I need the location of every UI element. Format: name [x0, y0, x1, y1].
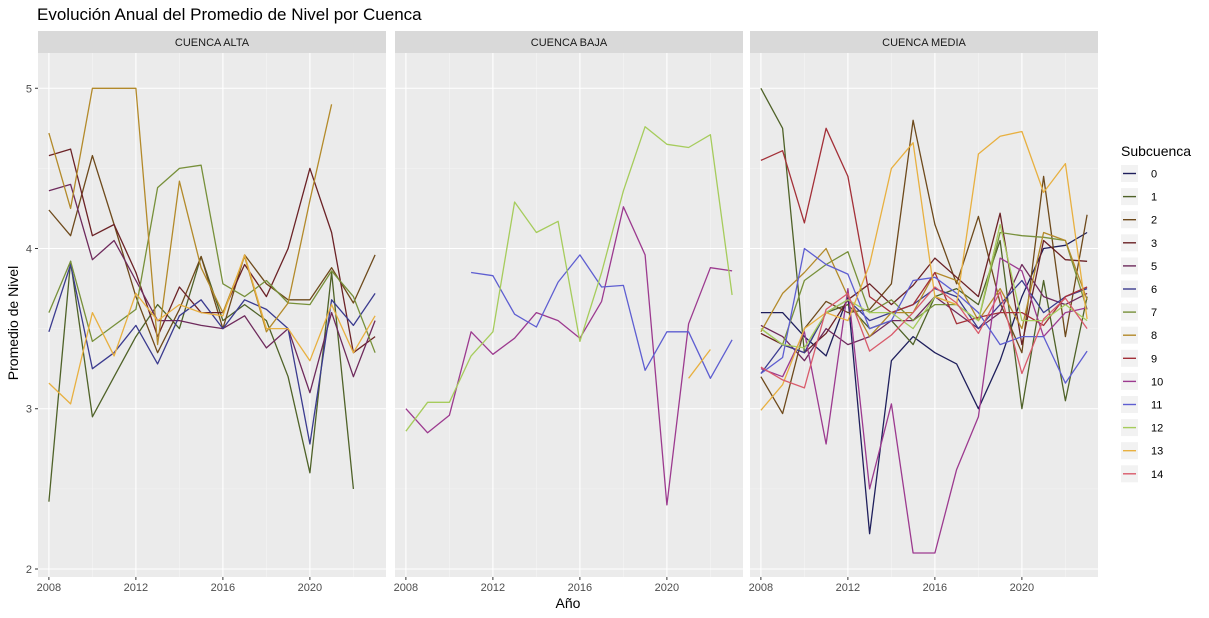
legend-label: 1 [1151, 192, 1157, 204]
x-tick-label: 2020 [298, 582, 322, 594]
legend-item-6: 6 [1121, 280, 1157, 298]
series-line-13 [688, 349, 711, 379]
y-tick-label: 4 [26, 243, 32, 255]
panel-strip-label: CUENCA BAJA [531, 37, 608, 49]
legend-label: 8 [1151, 330, 1157, 342]
series-line-8 [760, 231, 1088, 338]
series-line-10 [405, 206, 733, 506]
x-tick-label: 2012 [124, 582, 148, 594]
legend-item-8: 8 [1121, 326, 1157, 344]
legend-item-2: 2 [1121, 211, 1157, 229]
legend-label: 7 [1151, 307, 1157, 319]
legend-label: 10 [1151, 376, 1163, 388]
legend-label: 6 [1151, 284, 1157, 296]
legend-label: 2 [1151, 215, 1157, 227]
x-tick-label: 2008 [749, 582, 773, 594]
panels: CUENCA ALTA 2008 2012 2016 2020 2 3 4 5 CUENCA BA… [26, 31, 1098, 594]
legend-title: Subcuenca [1121, 143, 1191, 159]
series-line-8 [48, 87, 333, 346]
panel-strip [750, 31, 1098, 53]
series-line-11 [471, 254, 733, 379]
x-tick-label: 2020 [655, 582, 679, 594]
series-line-9 [760, 127, 1088, 327]
series-line-6 [760, 279, 1088, 374]
series-line-2 [48, 154, 376, 354]
series-line-13 [760, 130, 1088, 411]
x-tick-label: 2012 [481, 582, 505, 594]
series-line-2 [760, 119, 1088, 415]
x-tick-label: 2008 [394, 582, 418, 594]
chart-title: Evolución Anual del Promedio de Nivel po… [37, 5, 422, 24]
series-line-3 [760, 212, 1088, 354]
y-tick-label: 3 [26, 404, 32, 416]
legend-item-0: 0 [1121, 165, 1157, 182]
panel-strip-label: CUENCA ALTA [175, 37, 250, 49]
panel-background [395, 53, 743, 577]
legend-label: 11 [1151, 400, 1162, 412]
legend-item-13: 13 [1121, 442, 1163, 460]
series-line-11 [760, 247, 1088, 384]
legend-item-9: 9 [1121, 349, 1157, 367]
panel-0: CUENCA ALTA 2008 2012 2016 2020 2 3 4 5 [26, 31, 386, 594]
panel-strip [395, 31, 743, 53]
legend-label: 0 [1151, 169, 1157, 181]
series-line-14 [760, 286, 1088, 389]
legend-item-14: 14 [1121, 465, 1163, 483]
series-line-12 [405, 126, 733, 432]
panel-strip [38, 31, 386, 53]
legend-label: 5 [1151, 261, 1157, 273]
x-tick-label: 2016 [923, 582, 947, 594]
x-tick-label: 2008 [37, 582, 61, 594]
x-tick-label: 2016 [568, 582, 592, 594]
legend-item-10: 10 [1121, 372, 1163, 390]
legend-item-5: 5 [1121, 257, 1157, 275]
legend-label: 14 [1151, 469, 1163, 481]
legend-item-12: 12 [1121, 419, 1163, 437]
panel-background [750, 53, 1098, 577]
series-line-5 [48, 183, 376, 394]
legend-item-7: 7 [1121, 303, 1157, 321]
series-line-10 [760, 257, 1088, 554]
legend-item-11: 11 [1121, 396, 1162, 413]
y-tick-label: 2 [26, 564, 32, 576]
y-tick-label: 5 [26, 83, 32, 95]
y-axis-title: Promedio de Nivel [5, 266, 21, 380]
legend-label: 9 [1151, 353, 1157, 365]
panel-strip-label: CUENCA MEDIA [882, 37, 966, 49]
x-tick-label: 2012 [836, 582, 860, 594]
series-line-3 [48, 148, 376, 354]
legend-label: 3 [1151, 238, 1157, 250]
x-tick-label: 2020 [1010, 582, 1034, 594]
legend-label: 12 [1151, 423, 1163, 435]
legend-label: 13 [1151, 446, 1163, 458]
legend-item-3: 3 [1121, 234, 1157, 252]
panel-1: CUENCA BAJA 2008 2012 2016 2020 [394, 31, 743, 594]
series-line-12 [760, 223, 1088, 349]
x-axis-title: Año [556, 595, 581, 611]
panel-2: CUENCA MEDIA 2008 2012 2016 2020 [749, 31, 1098, 594]
series-line-13 [48, 254, 376, 405]
legend-item-1: 1 [1121, 188, 1157, 206]
x-tick-label: 2016 [211, 582, 235, 594]
